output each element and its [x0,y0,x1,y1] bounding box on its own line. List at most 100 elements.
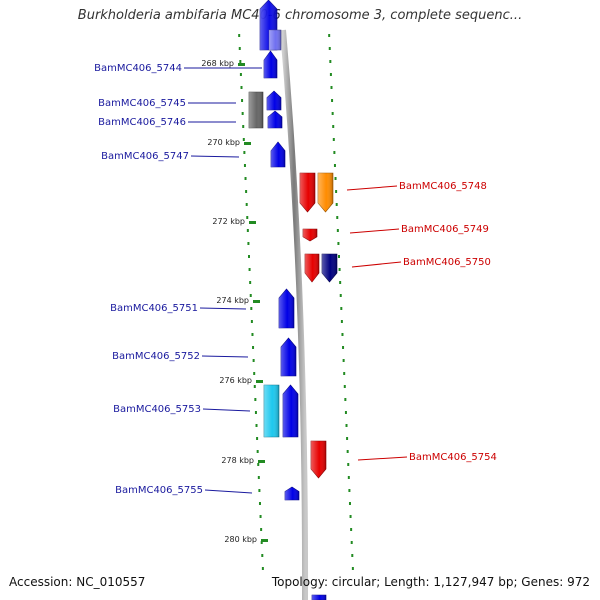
gene-features [248,0,338,600]
track-marker-left [254,398,257,401]
track-marker-right [333,151,336,154]
track-markers [238,34,354,570]
feature-top-highlight[interactable] [268,29,282,51]
gene-labels: BamMC406_5744 BamMC406_5745 BamMC406_5746 B… [94,63,497,496]
gene-label-BamMC406_5745[interactable]: BamMC406_5745 [98,98,236,109]
kbp-tick-mark [249,221,256,224]
gene-label-BamMC406_5749[interactable]: BamMC406_5749 [349,224,489,235]
gene-BamMC406_5755[interactable] [284,486,300,501]
track-marker-right [337,242,340,245]
kbp-tick-label: 276 kbp [219,376,252,385]
gene-BamMC406_5746[interactable] [267,110,283,129]
map-title: Burkholderia ambifaria MC40-6 chromosome… [77,8,523,23]
gene-BamMC406_5744[interactable] [263,50,278,79]
gene-BamMC406_5754[interactable] [310,440,327,479]
track-marker-right [329,60,332,63]
track-marker-left [244,177,247,180]
track-marker-left [257,463,260,466]
track-marker-right [344,411,347,414]
track-marker-left [241,99,244,102]
track-marker-left [239,60,242,63]
gene-label-BamMC406_5754[interactable]: BamMC406_5754 [357,452,497,463]
track-marker-left [256,450,259,453]
track-marker-left [252,346,255,349]
track-marker-right [340,320,343,323]
track-marker-left [250,307,253,310]
feature-bottom-stub[interactable] [311,594,327,600]
feature-cyan-block[interactable] [263,384,280,438]
gene-label-BamMC406_5751[interactable]: BamMC406_5751 [110,303,247,314]
track-marker-left [238,34,241,37]
track-marker-right [338,255,340,258]
track-marker-right [332,138,335,141]
gene-label-BamMC406_5752[interactable]: BamMC406_5752 [112,351,249,362]
gene-BamMC406_5747[interactable] [270,141,286,168]
gene-BamMC406_5752[interactable] [280,337,297,377]
track-marker-right [347,476,350,479]
kbp-tick-label: 268 kbp [201,59,234,68]
feature-navy-gene[interactable] [321,253,338,283]
gene-label-BamMC406_5748[interactable]: BamMC406_5748 [346,181,487,192]
track-marker-left [245,203,248,206]
accession-text: Accession: NC_010557 [9,575,146,589]
gene-BamMC406_5748[interactable] [299,172,316,213]
svg-text:BamMC406_5746: BamMC406_5746 [98,117,186,128]
track-marker-right [335,203,338,206]
kbp-tick-mark [258,460,265,463]
track-marker-left [247,242,250,245]
track-marker-right [351,567,354,570]
track-marker-right [351,554,354,557]
track-marker-right [344,398,347,401]
track-marker-right [343,385,346,388]
kbp-tick-mark [238,63,245,66]
svg-text:BamMC406_5748: BamMC406_5748 [399,181,487,192]
gene-label-BamMC406_5744[interactable]: BamMC406_5744 [94,63,262,74]
topology-summary: Topology: circular; Length: 1,127,947 bp… [271,575,590,589]
track-marker-left [241,112,244,115]
track-marker-left [243,164,246,167]
kbp-tick-mark [256,380,263,383]
gene-label-BamMC406_5750[interactable]: BamMC406_5750 [351,257,491,268]
track-marker-left [259,515,262,518]
gene-BamMC406_5749[interactable] [302,228,318,242]
track-marker-left [261,567,264,570]
kbp-tick-label: 278 kbp [221,456,254,465]
track-marker-right [348,502,351,505]
gene-BamMC406_5751[interactable] [278,288,295,329]
track-marker-left [243,151,246,154]
track-marker-right [341,333,344,336]
gene-BamMC406_5750[interactable] [304,253,320,283]
track-marker-right [335,190,338,193]
track-marker-right [350,528,353,531]
track-marker-left [245,190,248,193]
gene-label-BamMC406_5755[interactable]: BamMC406_5755 [115,485,253,496]
track-marker-left [240,86,243,89]
gene-BamMC406_5745[interactable] [266,90,282,111]
track-marker-left [250,320,253,323]
kbp-tick-label: 280 kbp [224,535,257,544]
track-marker-left [248,255,250,258]
gene-label-BamMC406_5753[interactable]: BamMC406_5753 [113,404,251,415]
track-marker-left [249,281,252,284]
track-marker-left [238,47,241,50]
feature-orange-gene[interactable] [317,172,334,213]
track-marker-left [246,216,249,219]
gene-label-BamMC406_5746[interactable]: BamMC406_5746 [98,117,236,128]
track-marker-right [332,125,335,128]
track-marker-right [340,307,343,310]
track-marker-right [329,73,332,76]
track-marker-left [258,502,261,505]
track-marker-left [239,73,242,76]
gene-label-BamMC406_5747[interactable]: BamMC406_5747 [101,151,240,162]
track-marker-left [260,541,263,544]
gene-BamMC406_5753[interactable] [282,384,299,438]
svg-text:BamMC406_5755: BamMC406_5755 [115,485,203,496]
track-marker-right [346,450,349,453]
track-marker-right [328,47,331,50]
svg-text:BamMC406_5749: BamMC406_5749 [401,224,489,235]
kbp-tick-label: 272 kbp [212,217,245,226]
feature-grey-block[interactable] [248,91,264,129]
track-marker-right [345,424,348,427]
track-marker-left [242,125,245,128]
